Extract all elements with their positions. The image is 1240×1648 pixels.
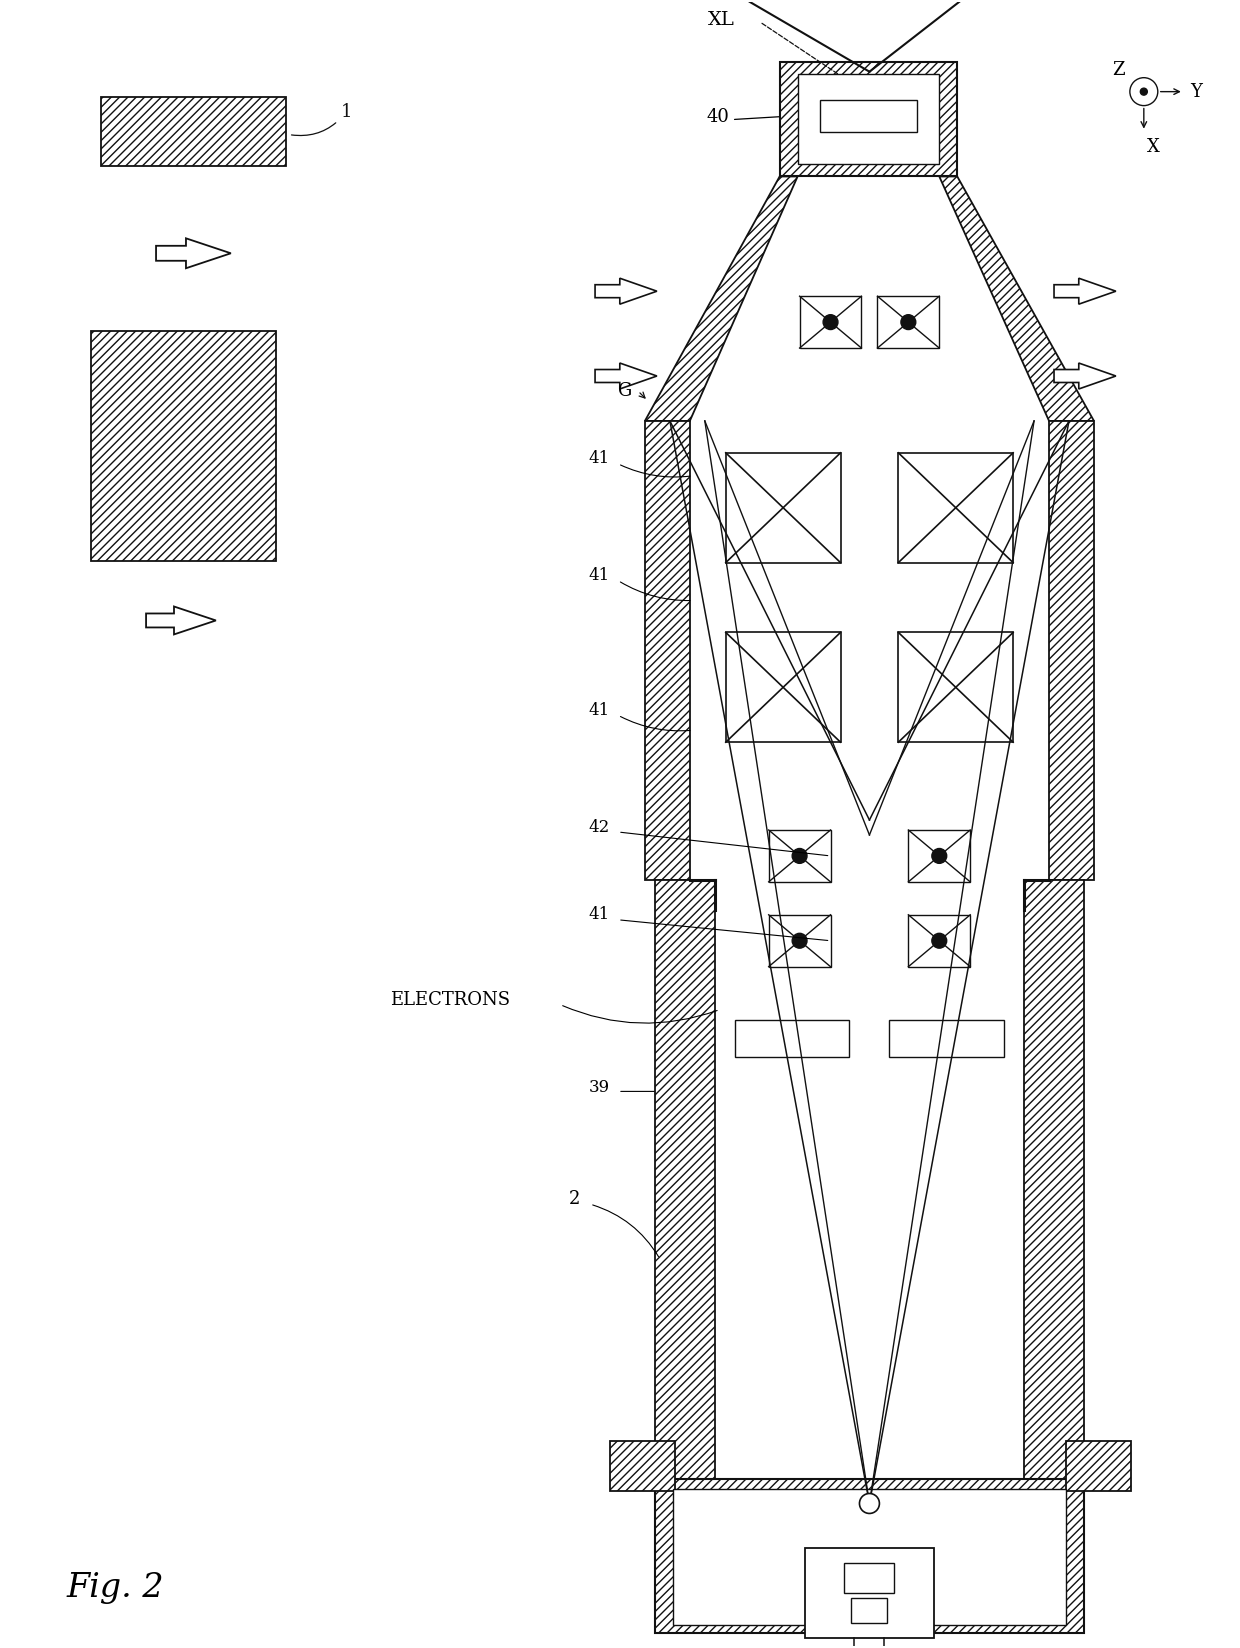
Text: 41: 41	[589, 906, 610, 923]
Polygon shape	[939, 176, 1094, 420]
Text: 39: 39	[589, 1079, 610, 1096]
Text: X: X	[1147, 137, 1161, 155]
Circle shape	[1130, 77, 1158, 105]
Text: Y: Y	[1189, 82, 1202, 101]
Text: 1: 1	[291, 102, 352, 135]
Bar	[800, 297, 862, 348]
Bar	[102, 97, 285, 166]
Bar	[889, 1020, 1004, 1058]
Bar	[844, 1564, 894, 1594]
Bar	[673, 1488, 1066, 1625]
Polygon shape	[645, 176, 797, 420]
Bar	[655, 1478, 1084, 1633]
Circle shape	[792, 849, 807, 864]
Bar	[797, 74, 939, 165]
Polygon shape	[1054, 279, 1116, 305]
Bar	[735, 1020, 849, 1058]
Bar	[878, 297, 939, 348]
Text: Fig. 2: Fig. 2	[66, 1572, 164, 1604]
Bar	[92, 331, 275, 560]
Text: 40: 40	[707, 107, 730, 125]
Bar	[898, 453, 1013, 562]
Text: 41: 41	[589, 450, 610, 468]
Circle shape	[931, 849, 946, 864]
Bar	[725, 633, 841, 742]
Bar	[769, 831, 831, 882]
Circle shape	[792, 933, 807, 948]
Bar	[805, 1549, 934, 1638]
Bar	[852, 1599, 888, 1623]
Bar	[610, 1440, 675, 1490]
Bar	[655, 880, 714, 1478]
Text: 42: 42	[589, 819, 610, 837]
Bar	[769, 915, 831, 967]
Text: 2: 2	[569, 1190, 580, 1208]
Polygon shape	[595, 363, 657, 389]
Text: ELECTRONS: ELECTRONS	[391, 990, 511, 1009]
Polygon shape	[146, 606, 216, 634]
Circle shape	[859, 1493, 879, 1513]
Bar	[645, 420, 689, 880]
Bar	[820, 99, 918, 132]
Bar	[1049, 420, 1094, 880]
Bar	[898, 633, 1013, 742]
Polygon shape	[156, 239, 231, 269]
Polygon shape	[1054, 363, 1116, 389]
Circle shape	[931, 933, 946, 948]
Circle shape	[823, 315, 838, 330]
Circle shape	[901, 315, 916, 330]
Bar	[780, 61, 957, 176]
Bar	[909, 915, 970, 967]
Text: Z: Z	[1112, 61, 1125, 79]
Bar	[1066, 1440, 1131, 1490]
Bar	[1024, 880, 1084, 1478]
Polygon shape	[595, 279, 657, 305]
Text: 41: 41	[589, 702, 610, 719]
Bar	[725, 453, 841, 562]
Text: 41: 41	[589, 567, 610, 583]
Circle shape	[1141, 87, 1147, 96]
Text: G: G	[618, 382, 632, 400]
Bar	[909, 831, 970, 882]
Text: XL: XL	[708, 12, 735, 28]
